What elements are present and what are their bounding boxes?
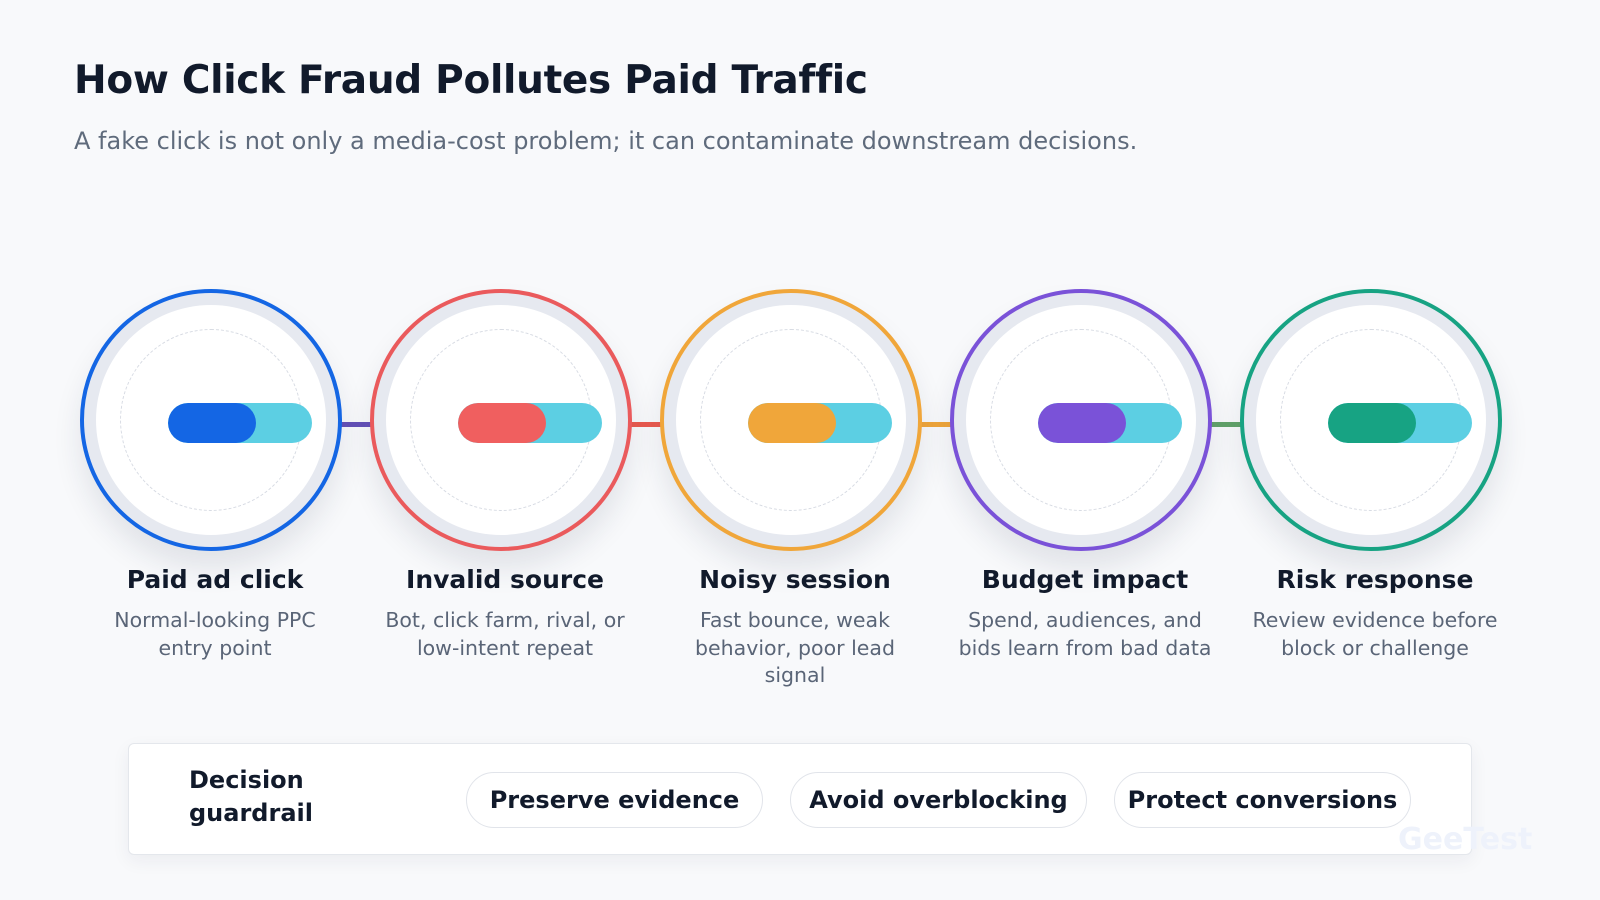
stage-label: Budget impact <box>981 565 1189 594</box>
connector-1 <box>324 422 390 427</box>
stage-circle <box>1240 289 1502 551</box>
chip-avoid-overblocking: Avoid overblocking <box>790 772 1087 828</box>
toggle-pill-icon <box>1038 403 1182 443</box>
stage-circle <box>950 289 1212 551</box>
stage-description: Bot, click farm, rival, or low-intent re… <box>385 608 625 660</box>
guardrail-label: Decision guardrail <box>189 766 313 827</box>
chip-protect-conversions: Protect conversions <box>1114 772 1411 828</box>
toggle-pill-icon <box>168 403 312 443</box>
connector-3 <box>904 422 970 427</box>
stage-label: Invalid source <box>406 565 604 594</box>
stage-description: Fast bounce, weak behavior, poor lead si… <box>695 608 895 687</box>
stage-circle <box>370 289 632 551</box>
watermark-logo: GeeTest <box>1398 822 1533 857</box>
page-subtitle: A fake click is not only a media-cost pr… <box>74 127 1138 155</box>
toggle-pill-icon <box>458 403 602 443</box>
stage-label: Risk response <box>1276 565 1474 594</box>
stage-label: Noisy session <box>699 565 891 594</box>
toggle-pill-icon <box>748 403 892 443</box>
connector-4 <box>1194 422 1260 427</box>
page-title: How Click Fraud Pollutes Paid Traffic <box>74 58 868 103</box>
stage-description: Review evidence before block or challeng… <box>1252 608 1498 660</box>
connector-2 <box>614 422 680 427</box>
chip-preserve-evidence: Preserve evidence <box>466 772 763 828</box>
stage-description: Spend, audiences, and bids learn from ba… <box>958 608 1212 660</box>
decision-guardrail-panel: Decision guardrail Preserve evidence Avo… <box>128 743 1472 855</box>
stage-circle <box>660 289 922 551</box>
toggle-pill-icon <box>1328 403 1472 443</box>
stage-label: Paid ad click <box>126 565 304 594</box>
stage-description: Normal-looking PPC entry point <box>114 608 316 660</box>
stage-circle <box>80 289 342 551</box>
